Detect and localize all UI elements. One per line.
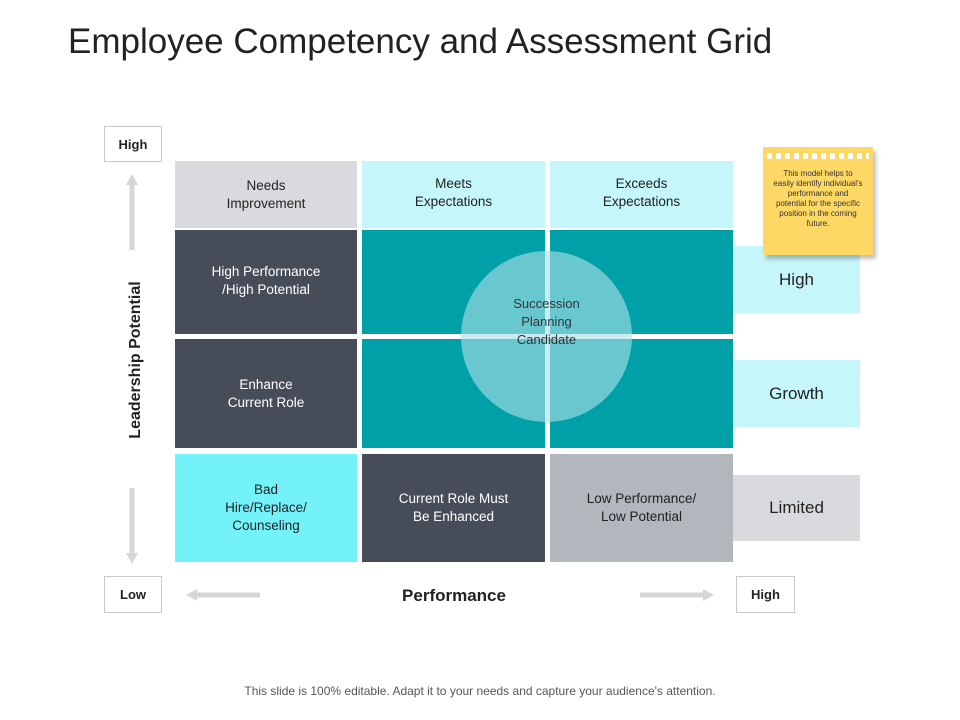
- y-high-label: High: [104, 126, 162, 162]
- cell-enhance-current-role: Enhance Current Role: [175, 339, 357, 448]
- category-high: High: [733, 246, 860, 313]
- column-header-exceeds-expectations: Exceeds Expectations: [550, 161, 733, 228]
- cell-bad-hire: Bad Hire/Replace/ Counseling: [175, 454, 357, 562]
- cell-low-performance-low-potential: Low Performance/ Low Potential: [550, 454, 733, 562]
- succession-planning-circle: Succession Planning Candidate: [461, 251, 632, 422]
- column-header-needs-improvement: Needs Improvement: [175, 161, 357, 228]
- note-binding-holes: [763, 153, 873, 159]
- note-text: This model helps to easily identify indi…: [773, 169, 863, 228]
- arrow-up-icon: [126, 174, 138, 250]
- x-axis-label: Performance: [402, 586, 506, 605]
- page-title: Employee Competency and Assessment Grid: [68, 22, 773, 61]
- arrow-down-icon: [126, 488, 138, 564]
- cell-high-performance-high-potential: High Performance /High Potential: [175, 230, 357, 334]
- y-low-label: Low: [104, 576, 162, 613]
- sticky-note: This model helps to easily identify indi…: [763, 147, 873, 255]
- arrow-left-icon: [186, 589, 260, 601]
- column-header-meets-expectations: Meets Expectations: [362, 161, 545, 228]
- category-growth: Growth: [733, 360, 860, 427]
- arrow-right-icon: [640, 589, 714, 601]
- x-high-label: High: [736, 576, 795, 613]
- category-limited: Limited: [733, 475, 860, 541]
- footer-text: This slide is 100% editable. Adapt it to…: [244, 684, 716, 698]
- y-axis-label: Leadership Potential: [127, 281, 144, 439]
- cell-current-role-must-be-enhanced: Current Role Must Be Enhanced: [362, 454, 545, 562]
